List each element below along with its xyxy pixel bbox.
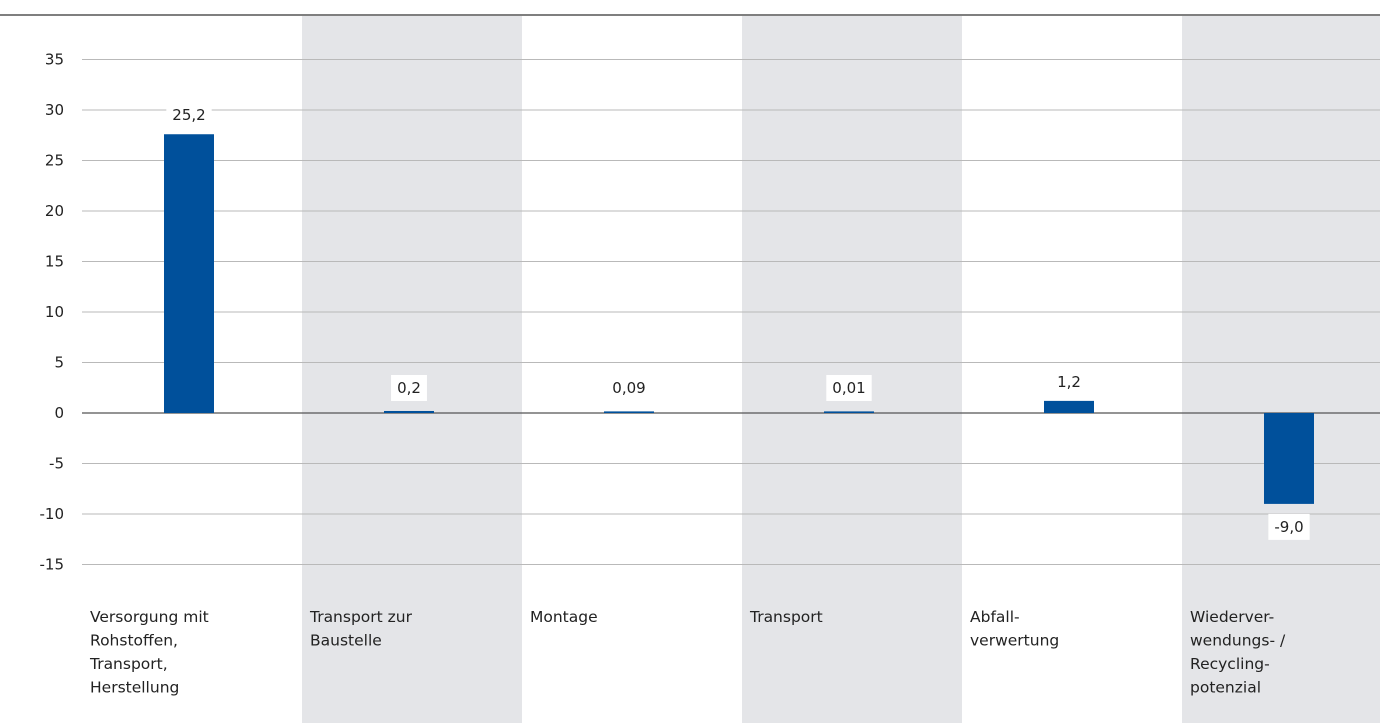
data-label-2: 0,2 bbox=[397, 379, 421, 397]
category-label-line: Transport bbox=[749, 608, 823, 626]
data-label-bg bbox=[166, 102, 212, 129]
category-label-line: wendungs- / bbox=[1190, 632, 1286, 650]
category-label-6: Wiederver-wendungs- / Recycling-potenzial bbox=[1190, 608, 1286, 697]
column-shading bbox=[302, 16, 1380, 723]
data-label-bg bbox=[391, 375, 427, 401]
column-shade-6 bbox=[1182, 16, 1380, 723]
category-label-line: Montage bbox=[530, 608, 598, 626]
y-tick-label: 25 bbox=[45, 152, 64, 170]
y-tick-label: -10 bbox=[40, 505, 65, 523]
category-label-line: potenzial bbox=[1190, 679, 1261, 697]
y-axis-ticks: 35 30 25 20 15 10 5 0 -5 -10 -15 bbox=[40, 51, 65, 574]
category-label-3: Montage bbox=[530, 608, 598, 626]
data-label-bg bbox=[1268, 513, 1310, 540]
y-tick-label: 20 bbox=[45, 202, 64, 220]
category-labels: Versorgung mit Rohstoffen, Transport, Herst… bbox=[89, 608, 1286, 697]
bar-5 bbox=[1044, 400, 1094, 413]
y-tick-label: 30 bbox=[45, 101, 64, 119]
y-tick-label: 0 bbox=[54, 404, 64, 422]
category-label-line: Transport zur bbox=[309, 608, 413, 626]
category-label-2: Transport zur Baustelle bbox=[309, 608, 413, 650]
data-label-bg bbox=[1051, 368, 1087, 395]
category-label-1: Versorgung mit Rohstoffen, Transport, Herst… bbox=[89, 608, 209, 697]
category-label-line: Baustelle bbox=[310, 632, 382, 650]
data-label-bg bbox=[826, 375, 872, 401]
category-label-line: Recycling- bbox=[1190, 655, 1270, 673]
data-label-6: -9,0 bbox=[1274, 518, 1303, 536]
bar-6 bbox=[1264, 413, 1314, 504]
bar-2 bbox=[384, 410, 434, 413]
category-label-line: Wiederver- bbox=[1190, 608, 1274, 626]
bar-3 bbox=[604, 411, 654, 413]
y-tick-label: 5 bbox=[54, 354, 64, 372]
category-label-line: Rohstoffen, bbox=[90, 632, 178, 650]
category-label-line: verwertung bbox=[970, 632, 1059, 650]
data-label-5: 1,2 bbox=[1057, 373, 1081, 391]
data-labels: 25,2 0,2 0,09 0,01 1,2 -9,0 bbox=[166, 102, 1310, 540]
category-label-line: Transport, bbox=[89, 655, 168, 673]
data-label-3: 0,09 bbox=[612, 379, 645, 397]
y-tick-label: -5 bbox=[49, 455, 64, 473]
data-label-bg bbox=[606, 375, 652, 401]
column-shade-2 bbox=[302, 16, 522, 723]
category-label-line: Abfall- bbox=[970, 608, 1020, 626]
gridlines bbox=[0, 14, 1380, 565]
bars bbox=[164, 134, 1314, 504]
y-tick-label: 15 bbox=[45, 253, 64, 271]
data-label-4: 0,01 bbox=[832, 379, 865, 397]
data-label-1: 25,2 bbox=[172, 106, 205, 124]
y-tick-label: 10 bbox=[45, 303, 64, 321]
bar-4 bbox=[824, 411, 874, 413]
category-label-5: Abfall-verwertung bbox=[970, 608, 1059, 650]
category-label-4: Transport bbox=[749, 608, 823, 626]
column-shade-4 bbox=[742, 16, 962, 723]
bar-1 bbox=[164, 134, 214, 414]
category-label-line: Versorgung mit bbox=[90, 608, 209, 626]
category-label-line: Herstellung bbox=[90, 679, 179, 697]
y-tick-label: 35 bbox=[45, 51, 64, 69]
y-tick-label: -15 bbox=[40, 556, 65, 574]
